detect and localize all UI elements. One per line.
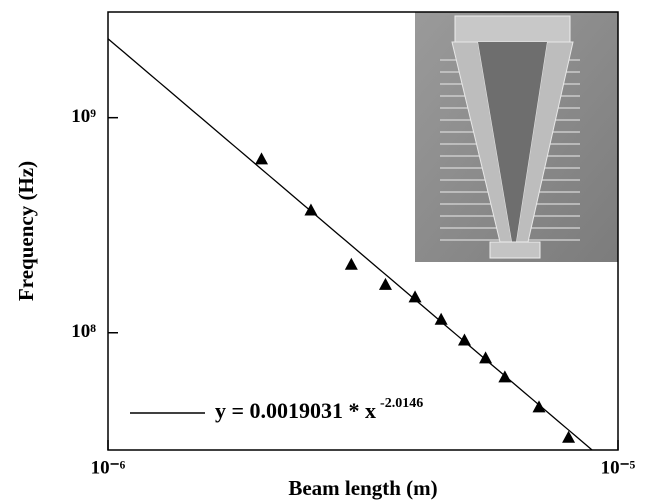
data-point [532, 400, 546, 413]
y-axis-label: Frequency (Hz) [14, 161, 38, 301]
fit-line [108, 38, 594, 450]
legend-label: y = 0.0019031 * x -2.0146 [215, 396, 423, 423]
data-point [434, 312, 448, 325]
x-axis-label: Beam length (m) [288, 476, 437, 500]
data-point [378, 277, 392, 290]
y-tick-label: 10⁸ [71, 321, 96, 342]
data-point [498, 370, 512, 383]
inset-image [415, 12, 618, 262]
plot-frame [107, 11, 619, 451]
legend-text: y = 0.0019031 * x [215, 398, 376, 423]
data-point [479, 351, 493, 364]
data-point [457, 333, 471, 346]
plot-area [108, 38, 594, 450]
data-point [304, 203, 318, 216]
y-tick-label: 10⁹ [71, 106, 96, 127]
data-point [344, 257, 358, 270]
x-tick-label: 10⁻⁶ [91, 457, 126, 478]
data-point [408, 290, 422, 303]
data-point [255, 152, 269, 165]
data-point [562, 430, 576, 443]
legend-exponent: -2.0146 [380, 396, 423, 411]
x-tick-label: 10⁻⁵ [601, 457, 636, 478]
